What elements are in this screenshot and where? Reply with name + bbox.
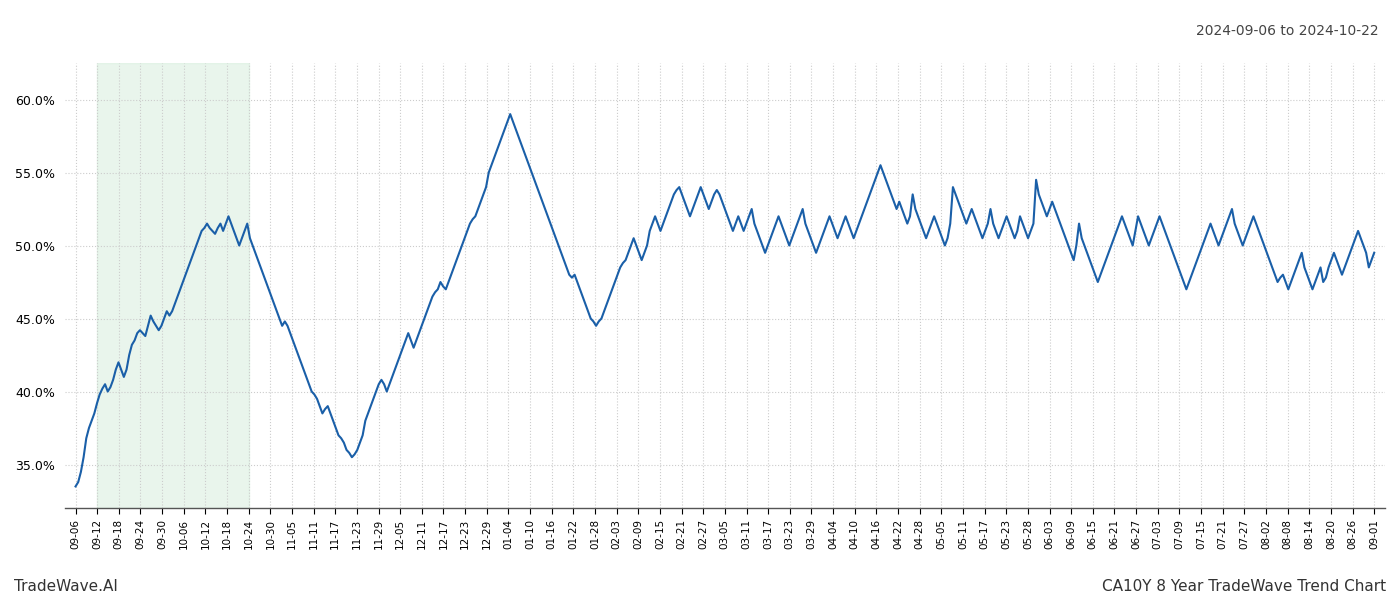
Text: TradeWave.AI: TradeWave.AI <box>14 579 118 594</box>
Text: 2024-09-06 to 2024-10-22: 2024-09-06 to 2024-10-22 <box>1197 24 1379 38</box>
Bar <box>97 63 249 508</box>
Text: CA10Y 8 Year TradeWave Trend Chart: CA10Y 8 Year TradeWave Trend Chart <box>1102 579 1386 594</box>
